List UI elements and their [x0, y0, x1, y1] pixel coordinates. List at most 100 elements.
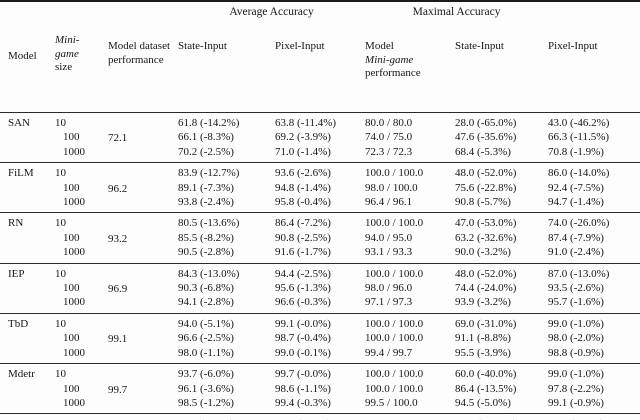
- max-performance-cell: 100.0 / 100.0: [365, 217, 424, 230]
- col-header-avg-state-input: State-Input: [178, 40, 227, 52]
- avg-pixel-input-cell: 98.7 (-0.4%): [275, 332, 331, 345]
- table-row: 1000 93.8 (-2.4%) 95.8 (-0.4%) 96.4 / 96.1 9…: [0, 195, 640, 213]
- avg-pixel-input-cell: 99.0 (-0.1%): [275, 346, 331, 359]
- model-name-cell: RN: [8, 217, 24, 230]
- avg-pixel-input-cell: 95.8 (-0.4%): [275, 196, 331, 209]
- avg-pixel-input-cell: 95.6 (-1.3%): [275, 282, 331, 295]
- max-state-input-cell: 28.0 (-65.0%): [455, 117, 517, 129]
- max-pixel-input-cell: 66.3 (-11.5%): [548, 131, 610, 144]
- avg-pixel-input-cell: 71.0 (-1.4%): [275, 145, 331, 158]
- max-pixel-input-cell: 92.4 (-7.5%): [548, 181, 604, 194]
- dataset-performance-cell: 96.8: [108, 414, 178, 420]
- max-performance-cell: 100.0 / 100.0: [365, 167, 424, 180]
- max-pixel-input-cell: 97.8 (-2.2%): [548, 382, 604, 395]
- group-header-spacer: [0, 1, 178, 26]
- max-performance-cell: 72.3 / 72.3: [365, 145, 413, 158]
- model-name-cell: SAN: [8, 117, 31, 129]
- minigame-size-cell: 1000: [63, 346, 85, 359]
- avg-pixel-input-cell: 91.6 (-1.7%): [275, 246, 331, 259]
- dataset-performance-cell: 72.1: [108, 132, 128, 145]
- max-state-input-cell: 90.8 (-5.7%): [455, 196, 511, 209]
- avg-state-input-cell: 89.3 (-7.7%): [178, 414, 275, 420]
- avg-state-input-cell: 93.7 (-6.0%): [178, 368, 234, 381]
- max-performance-cell: 99.5 / 100.0: [365, 396, 418, 409]
- max-pixel-input-cell: 94.7 (-1.4%): [548, 196, 604, 209]
- table-row: 100 66.1 (-8.3%) 69.2 (-3.9%) 74.0 / 75.0 47…: [0, 130, 640, 144]
- table-row: 1000 98.5 (-1.2%) 99.4 (-0.3%) 99.5 / 100.0…: [0, 396, 640, 414]
- column-header-row: Model Mini-game size Model dataset perfo…: [0, 26, 640, 113]
- avg-state-input-cell: 89.1 (-7.3%): [178, 181, 234, 194]
- minigame-size-cell: 10: [55, 368, 66, 381]
- max-state-input-cell: 77.0 (-23.0%): [455, 414, 548, 420]
- max-state-input-cell: 95.5 (-3.9%): [455, 346, 511, 359]
- avg-pixel-input-cell: 63.8 (-11.4%): [275, 117, 337, 129]
- avg-pixel-input-cell: 94.8 (-1.4%): [275, 181, 331, 194]
- max-pixel-input-cell: 99.0 (-1.0%): [548, 317, 604, 330]
- table-row: TbD 10 99.1 94.0 (-5.1%) 99.1 (-0.0%) 100.0 /…: [0, 313, 640, 345]
- max-state-input-cell: 68.4 (-5.3%): [455, 145, 511, 158]
- max-performance-cell: 99.4 / 99.7: [365, 346, 413, 359]
- max-state-input-cell: 93.9 (-3.2%): [455, 296, 511, 309]
- minigame-size-cell: 1000: [63, 196, 85, 209]
- table-row: 1000 94.1 (-2.8%) 96.6 (-0.3%) 97.1 / 97.3 9…: [0, 295, 640, 313]
- max-performance-cell: 74.0 / 75.0: [365, 131, 413, 144]
- col-header-max-state-input: State-Input: [455, 40, 504, 52]
- col-header-dataset-performance: Model dataset performance: [108, 40, 171, 66]
- table-row: 1000 70.2 (-2.5%) 71.0 (-1.4%) 72.3 / 72.3 6…: [0, 145, 640, 163]
- minigame-size-cell: 1000: [63, 145, 85, 158]
- dataset-performance-cell: 93.2: [108, 232, 128, 245]
- minigame-size-cell: 1000: [63, 246, 85, 259]
- avg-state-input-cell: 90.5 (-2.8%): [178, 246, 234, 259]
- dataset-performance-cell: 96.9: [108, 283, 128, 296]
- table-row: Mdetr 10 99.7 93.7 (-6.0%) 99.7 (-0.0%) 100.0…: [0, 364, 640, 395]
- minigame-size-cell: 100: [63, 382, 80, 395]
- table-row: IEP 10 96.9 84.3 (-13.0%) 94.4 (-2.5%) 100.0 …: [0, 263, 640, 295]
- avg-state-input-cell: 96.6 (-2.5%): [178, 332, 234, 345]
- max-performance-cell: 100.0 / 100.0: [365, 332, 424, 345]
- avg-pixel-input-cell: 96.0 (-0.8%): [275, 414, 365, 420]
- model-block: IEP 10 96.9 84.3 (-13.0%) 94.4 (-2.5%) 100.0 …: [0, 263, 640, 313]
- max-state-input-cell: 94.5 (-5.0%): [455, 396, 511, 409]
- table-row: FiLM 10 96.2 83.9 (-12.7%) 93.6 (-2.6%) 100.0…: [0, 163, 640, 194]
- dataset-performance-cell: 96.2: [108, 182, 128, 195]
- group-header-row: Average Accuracy Maximal Accuracy: [0, 1, 640, 26]
- max-pixel-input-cell: 43.0 (-46.2%): [548, 117, 610, 129]
- max-state-input-cell: 47.0 (-53.0%): [455, 217, 517, 230]
- avg-state-input-cell: 98.5 (-1.2%): [178, 396, 234, 409]
- minigame-size-cell: 10: [55, 414, 108, 420]
- max-pixel-input-cell: 87.0 (-13.0%): [548, 267, 610, 280]
- model-name-cell: IEP: [8, 267, 25, 280]
- max-pixel-input-cell: 95.7 (-1.6%): [548, 296, 604, 309]
- max-state-input-cell: 69.0 (-31.0%): [455, 317, 517, 330]
- max-pixel-input-cell: 93.5 (-2.6%): [548, 282, 604, 295]
- table-header: Average Accuracy Maximal Accuracy Model …: [0, 1, 640, 113]
- avg-state-input-cell: 80.5 (-13.6%): [178, 217, 240, 230]
- model-block: Mdetr 10 99.7 93.7 (-6.0%) 99.7 (-0.0%) 100.0…: [0, 363, 640, 414]
- model-block: RN 10 93.2 80.5 (-13.6%) 86.4 (-7.2%) 100.0 /…: [0, 212, 640, 263]
- dataset-performance-cell: 99.7: [108, 383, 128, 396]
- max-state-input-cell: 48.0 (-52.0%): [455, 267, 517, 280]
- max-state-input-cell: 91.1 (-8.8%): [455, 332, 511, 345]
- minigame-size-cell: 10: [55, 167, 66, 180]
- avg-state-input-cell: 94.1 (-2.8%): [178, 296, 234, 309]
- table-row: 100 96.6 (-2.5%) 98.7 (-0.4%) 100.0 / 100.0…: [0, 331, 640, 345]
- avg-pixel-input-cell: 99.4 (-0.3%): [275, 396, 331, 409]
- max-pixel-input-cell: 74.0 (-26.0%): [548, 217, 610, 230]
- model-name-cell: State Input Transf.: [0, 414, 55, 420]
- minigame-size-cell: 100: [63, 231, 80, 244]
- max-pixel-input-cell: 98.0 (-2.0%): [548, 332, 604, 345]
- avg-state-input-cell: 70.2 (-2.5%): [178, 145, 234, 158]
- table-row: 100 85.5 (-8.2%) 90.8 (-2.5%) 94.0 / 95.0 63…: [0, 231, 640, 245]
- col-header-max-pixel-input: Pixel-Input: [548, 40, 598, 52]
- max-pixel-input-cell: 87.4 (-7.9%): [548, 231, 604, 244]
- minigame-size-cell: 100: [63, 181, 80, 194]
- max-performance-cell: 94.0 / 95.0: [365, 231, 413, 244]
- max-performance-cell: 100.0 / 100.0: [365, 317, 424, 330]
- model-name-cell: TbD: [8, 317, 29, 330]
- model-name-cell: Mdetr: [8, 368, 35, 381]
- minigame-size-cell: 100: [63, 332, 80, 345]
- avg-pixel-input-cell: 94.4 (-2.5%): [275, 267, 331, 280]
